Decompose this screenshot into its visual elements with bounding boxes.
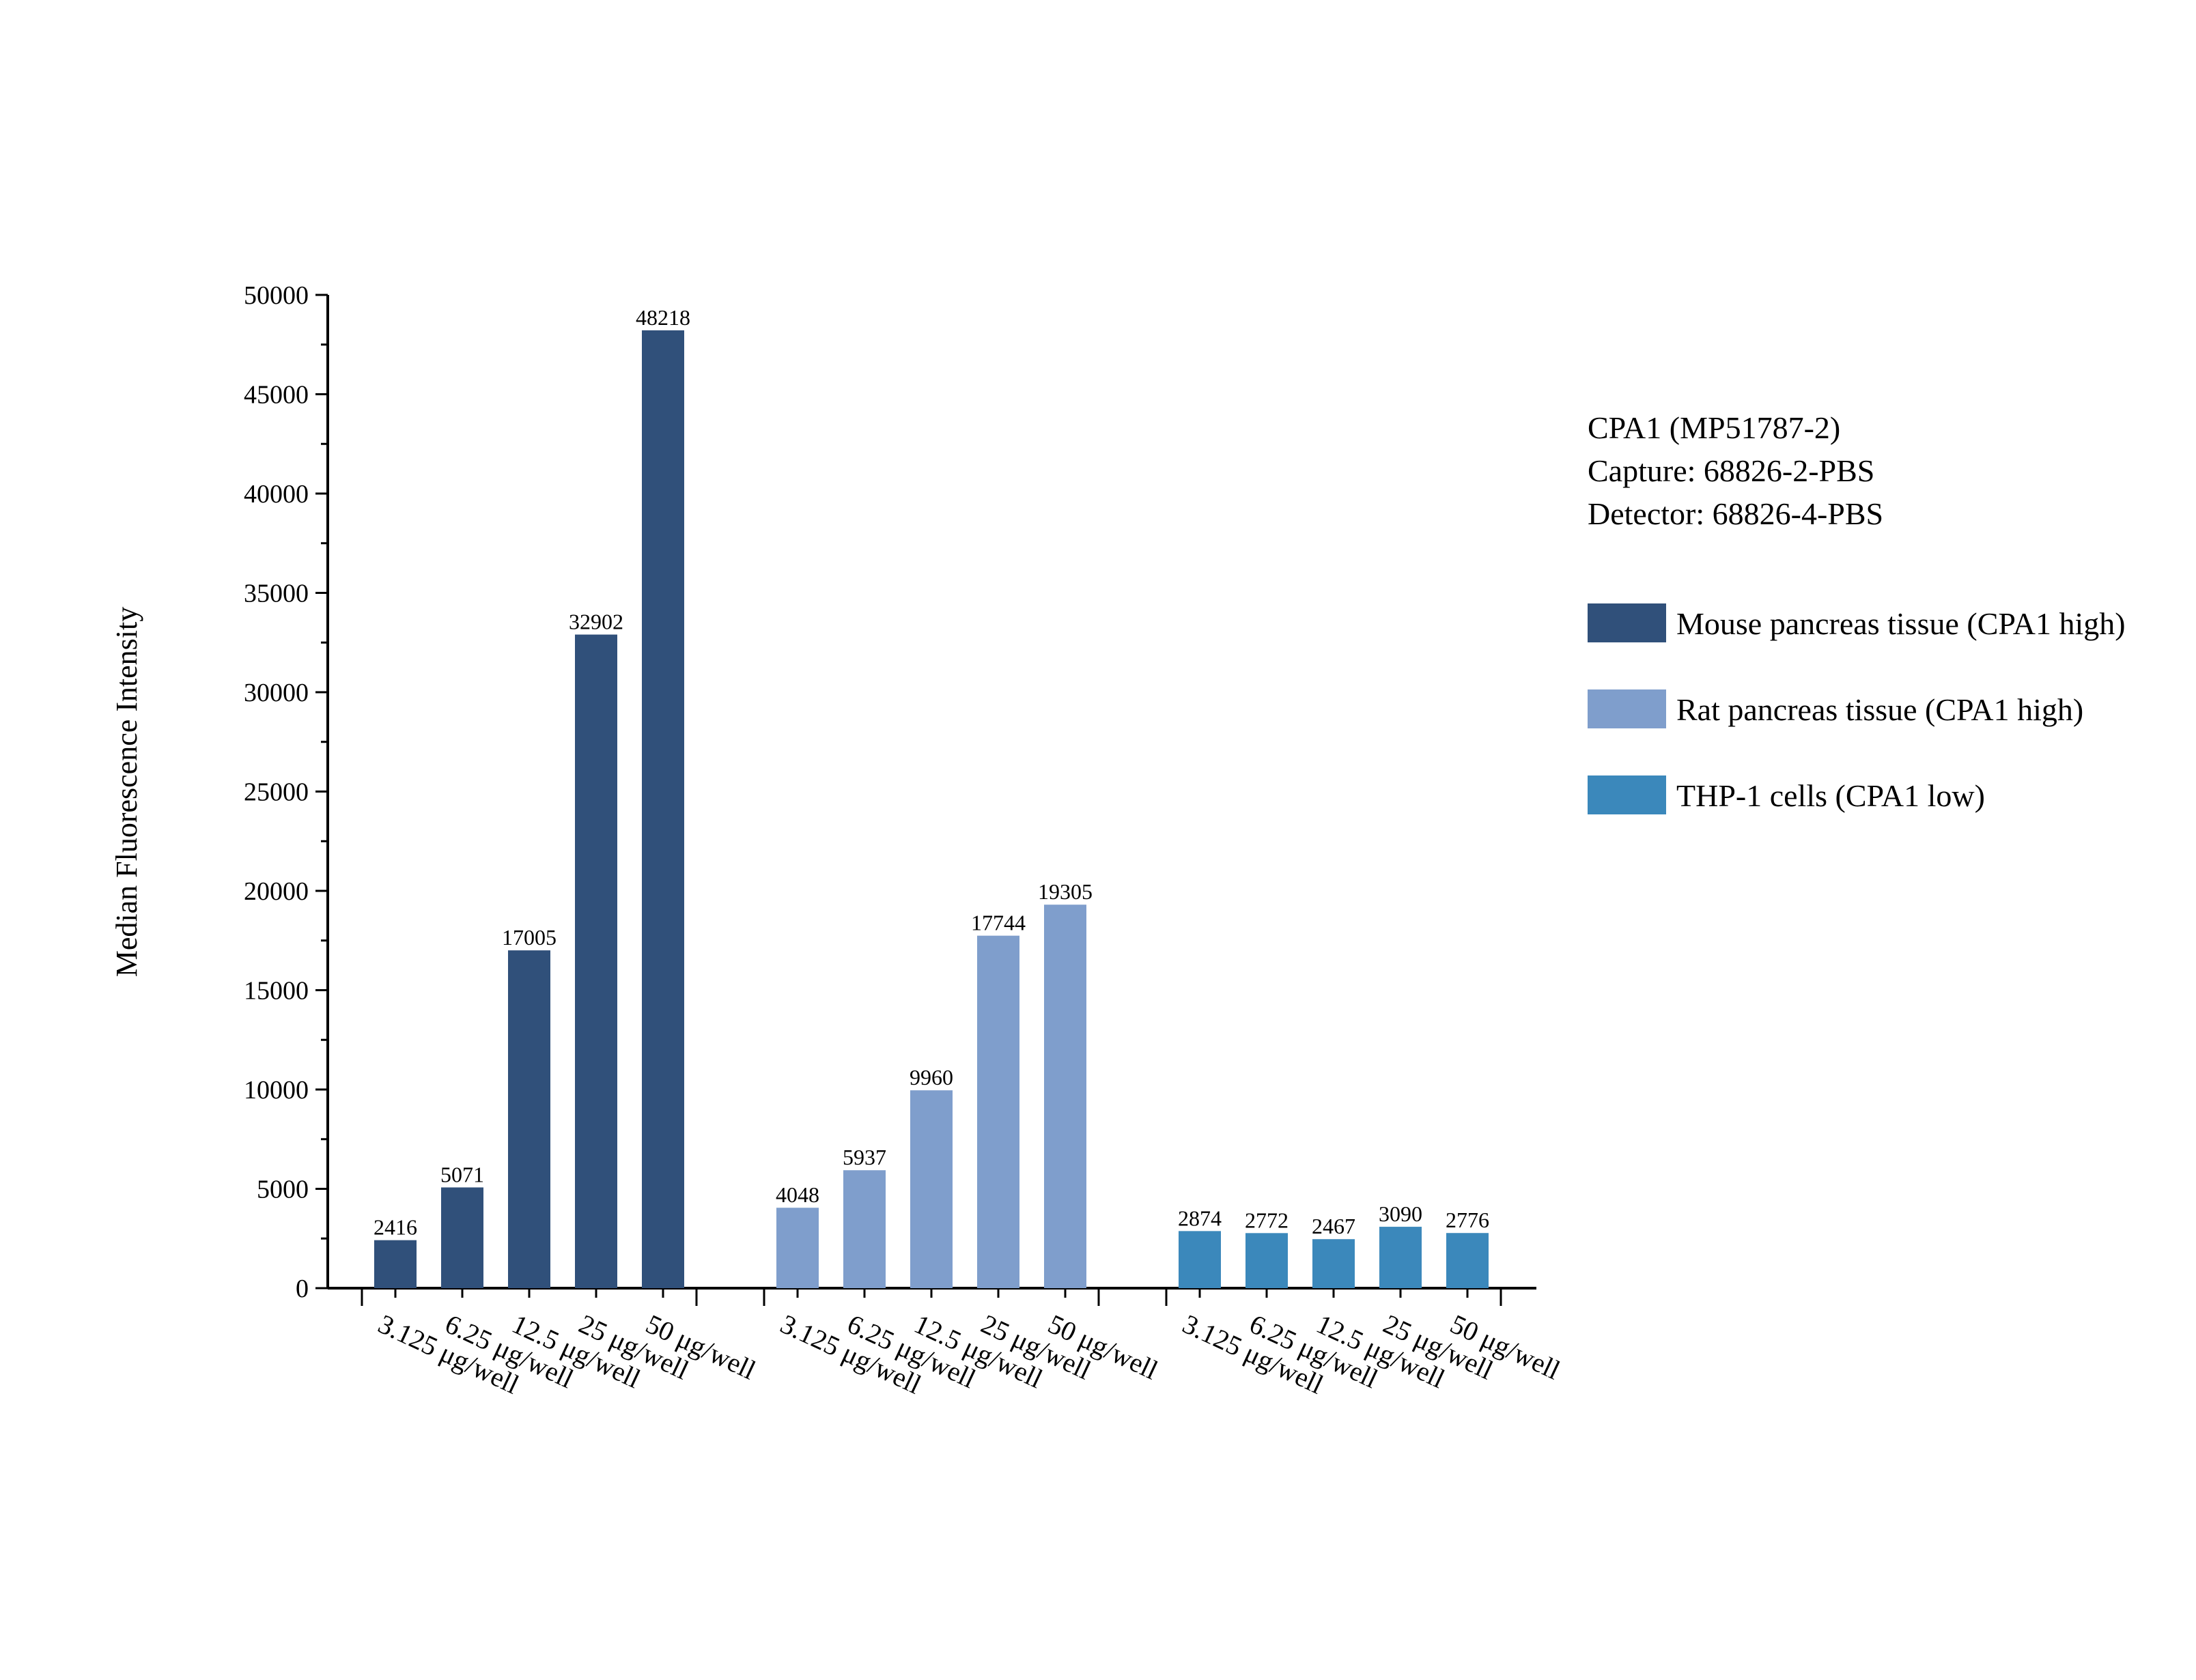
bar (977, 935, 1019, 1288)
bar-value-label: 17744 (971, 911, 1026, 935)
legend-swatch (1588, 603, 1666, 642)
bar-value-label: 2416 (374, 1215, 417, 1240)
bar-value-label: 3090 (1379, 1201, 1422, 1226)
bar-value-label: 5937 (843, 1145, 886, 1169)
annotation-block: CPA1 (MP51787-2) Capture: 68826-2-PBS Dete… (1588, 410, 1883, 531)
bar (374, 1240, 417, 1288)
y-tick-label: 30000 (244, 679, 309, 707)
data-labels: 2416 5071 17005 32902 48218 4048 5937 9960 17744… (374, 305, 1489, 1240)
bar (1044, 905, 1086, 1288)
bars (374, 330, 1489, 1288)
legend-label: Mouse pancreas tissue (CPA1 high) (1676, 606, 2126, 641)
bar (1179, 1231, 1221, 1288)
y-axis-title: Median Fluorescence Intensity (110, 607, 143, 978)
bar (1379, 1227, 1422, 1288)
annotation-line: Detector: 68826-4-PBS (1588, 496, 1883, 531)
bar-value-label: 32902 (569, 610, 623, 634)
bar-value-label: 17005 (502, 925, 557, 950)
y-tick-label: 25000 (244, 778, 309, 807)
bar-value-label: 2874 (1178, 1206, 1222, 1230)
y-tick-label: 5000 (257, 1176, 309, 1204)
bar-value-label: 2772 (1245, 1208, 1289, 1232)
bar-value-label: 4048 (776, 1182, 819, 1207)
y-tick-label: 45000 (244, 381, 309, 410)
legend-swatch (1588, 689, 1666, 728)
bar (910, 1090, 953, 1288)
bar-value-label: 48218 (636, 305, 690, 330)
bar (1312, 1239, 1355, 1288)
bar (1446, 1233, 1489, 1288)
y-tick-label: 40000 (244, 480, 309, 509)
bar (575, 634, 617, 1288)
y-tick-label: 15000 (244, 977, 309, 1006)
annotation-line: Capture: 68826-2-PBS (1588, 453, 1874, 488)
bar-value-label: 19305 (1038, 879, 1093, 904)
legend-label: Rat pancreas tissue (CPA1 high) (1676, 692, 2083, 727)
bar (642, 330, 684, 1288)
legend-label: THP-1 cells (CPA1 low) (1676, 778, 1985, 813)
y-tick-label: 50000 (244, 281, 309, 310)
bar-value-label: 9960 (910, 1065, 953, 1090)
y-tick-label: 10000 (244, 1076, 309, 1105)
bar (776, 1208, 819, 1288)
y-tick-label: 0 (296, 1275, 309, 1303)
bar (441, 1187, 483, 1288)
annotation-line: CPA1 (MP51787-2) (1588, 410, 1840, 445)
y-tick-label: 20000 (244, 877, 309, 906)
legend-swatch (1588, 775, 1666, 814)
bar (1245, 1233, 1288, 1288)
bar (508, 950, 550, 1288)
legend: Mouse pancreas tissue (CPA1 high) Rat pan… (1588, 603, 2126, 814)
bar-value-label: 5071 (440, 1162, 484, 1186)
bar-value-label: 2467 (1312, 1214, 1355, 1238)
y-tick-label: 35000 (244, 580, 309, 608)
bar (843, 1170, 886, 1288)
bar-value-label: 2776 (1446, 1208, 1489, 1232)
